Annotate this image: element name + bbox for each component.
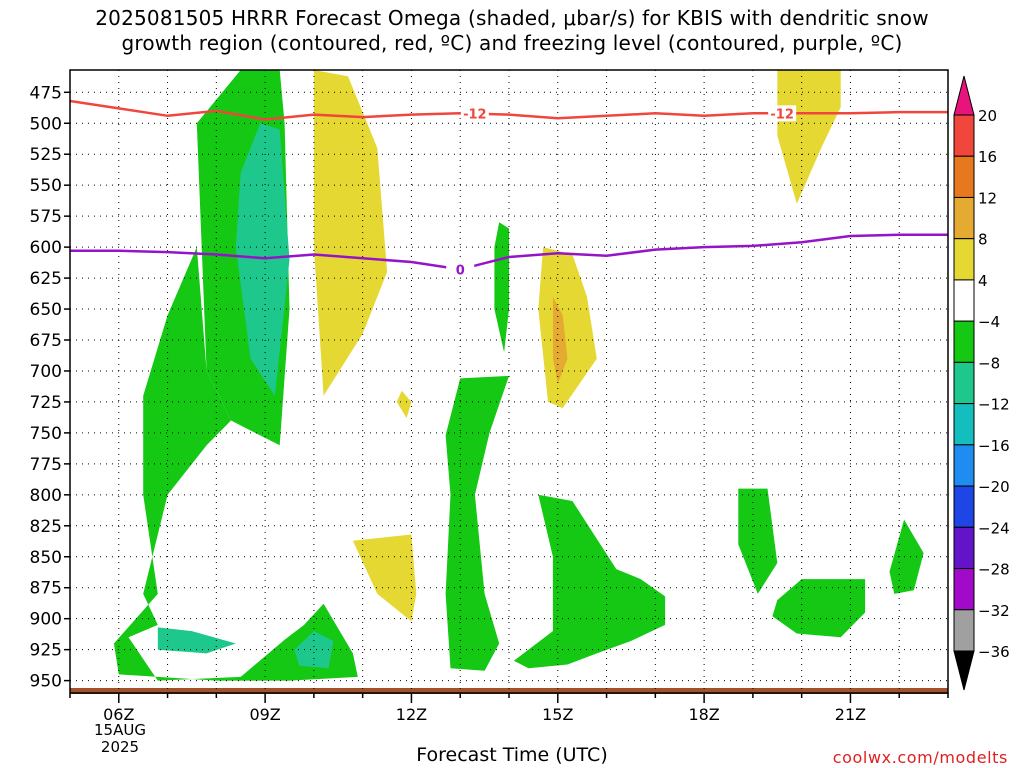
colorbar-label-10: −24: [978, 519, 1010, 537]
shaded-region-11: [445, 375, 509, 671]
colorbar-bin-13: [953, 609, 975, 652]
contour-label-0-0: -12: [463, 108, 487, 123]
y-tick-label-550: 550: [30, 176, 62, 196]
x-tick-label-12Z: 12Z: [396, 705, 427, 724]
date-label: 15AUG 2025: [80, 722, 160, 756]
colorbar-bin-2: [953, 155, 975, 198]
colorbar-label-0: 20: [978, 107, 997, 125]
credit-link[interactable]: coolwx.com/modelts: [832, 748, 1008, 767]
y-tick-label-750: 750: [30, 424, 62, 444]
y-tick-label-650: 650: [30, 300, 62, 320]
y-tick-label-925: 925: [30, 641, 62, 661]
shaded-region-8: [538, 247, 597, 409]
y-tick-label-725: 725: [30, 393, 62, 413]
y-tick-label-525: 525: [30, 145, 62, 165]
colorbar-label-2: 12: [978, 189, 997, 207]
y-tick-label-500: 500: [30, 114, 62, 134]
y-tick-label-900: 900: [30, 610, 62, 630]
colorbar-label-11: −28: [978, 561, 1010, 579]
colorbar-bin-9: [953, 444, 975, 487]
colorbar-bin-0: [953, 75, 975, 116]
colorbar-label-4: 4: [978, 272, 988, 290]
colorbar-label-7: −12: [978, 396, 1010, 414]
colorbar-label-3: 8: [978, 231, 988, 249]
contour-label-0-1: -12: [770, 107, 794, 122]
x-tick-label-18Z: 18Z: [688, 705, 719, 724]
colorbar-label-1: 16: [978, 148, 997, 166]
shaded-region-7: [352, 534, 417, 622]
y-tick-label-825: 825: [30, 517, 62, 537]
colorbar-bin-14: [953, 650, 975, 691]
y-tick-label-700: 700: [30, 362, 62, 382]
date-label-year: 2025: [100, 738, 140, 756]
y-tick-label-875: 875: [30, 579, 62, 599]
y-tick-label-775: 775: [30, 455, 62, 475]
colorbar-label-12: −32: [978, 602, 1010, 620]
contour-line-1: [70, 233, 948, 271]
colorbar-label-5: −4: [978, 313, 1000, 331]
colorbar-bin-10: [953, 485, 975, 528]
chart-title: 2025081505 HRRR Forecast Omega (shaded, …: [0, 6, 1024, 56]
colorbar-bin-12: [953, 568, 975, 611]
y-tick-label-850: 850: [30, 548, 62, 568]
colorbar-label-8: −16: [978, 437, 1010, 455]
chart-title-line1: 2025081505 HRRR Forecast Omega (shaded, …: [95, 6, 929, 30]
contour-label-bg-0-0: [460, 105, 489, 122]
colorbar-bin-11: [953, 526, 975, 570]
shaded-region-2: [235, 123, 290, 396]
shaded-region-1: [113, 247, 358, 681]
colorbar-bin-7: [953, 361, 975, 405]
ground-bar: [70, 688, 948, 694]
shaded-region-9: [552, 296, 568, 384]
y-tick-label-800: 800: [30, 486, 62, 506]
contour-line-0: [69, 99, 948, 121]
grid-lines: [70, 70, 948, 693]
colorbar-bin-6: [953, 320, 975, 363]
contour-label-bg-0-1: [768, 105, 797, 122]
colorbar-bin-4: [953, 238, 975, 281]
shaded-region-4: [294, 631, 334, 669]
colorbar-label-6: −8: [978, 354, 1000, 372]
shaded-region-6: [396, 390, 412, 418]
y-tick-label-475: 475: [30, 83, 62, 103]
axes: 475 500 525 550 575 600 625 650 675 700 725 750 775 8…: [30, 69, 949, 724]
colorbar-bin-1: [953, 114, 975, 157]
colorbar-bin-3: [953, 196, 975, 240]
colorbar-label-9: −20: [978, 478, 1010, 496]
date-label-day: 15AUG: [94, 721, 146, 739]
contour-label-1-0: 0: [456, 263, 465, 278]
colorbar-bin-5: [953, 279, 975, 322]
y-tick-label-600: 600: [30, 238, 62, 258]
chart-title-line2: growth region (contoured, red, ºC) and f…: [121, 31, 903, 55]
y-tick-label-950: 950: [30, 672, 62, 692]
x-tick-label-06Z: 06Z: [103, 705, 134, 724]
y-tick-label-625: 625: [30, 269, 62, 289]
y-tick-label-575: 575: [30, 207, 62, 227]
shaded-region-14: [738, 488, 778, 594]
x-axis-label: Forecast Time (UTC): [416, 744, 608, 766]
x-tick-label-21Z: 21Z: [835, 705, 866, 724]
y-tick-label-675: 675: [30, 331, 62, 351]
shaded-region-12: [494, 222, 509, 353]
colorbar-label-13: −36: [978, 643, 1010, 661]
contour-lines: -12 -12 0: [69, 99, 948, 278]
colorbar-bin-8: [953, 403, 975, 446]
shaded-region-13: [513, 494, 666, 669]
x-tick-label-09Z: 09Z: [249, 705, 280, 724]
shaded-region-15: [772, 579, 866, 638]
colorbar: 20 16 12 8 4 −4 −8 −12 −16 −20 −24 −28 −32 −36: [953, 75, 1010, 691]
shaded-regions: [113, 70, 924, 681]
shaded-region-16: [889, 519, 924, 594]
shaded-region-5: [313, 70, 388, 396]
x-tick-label-15Z: 15Z: [542, 705, 573, 724]
ground-surface-bar: [70, 688, 948, 694]
shaded-region-10: [777, 70, 841, 204]
contour-label-bg-1-0: [446, 261, 475, 278]
